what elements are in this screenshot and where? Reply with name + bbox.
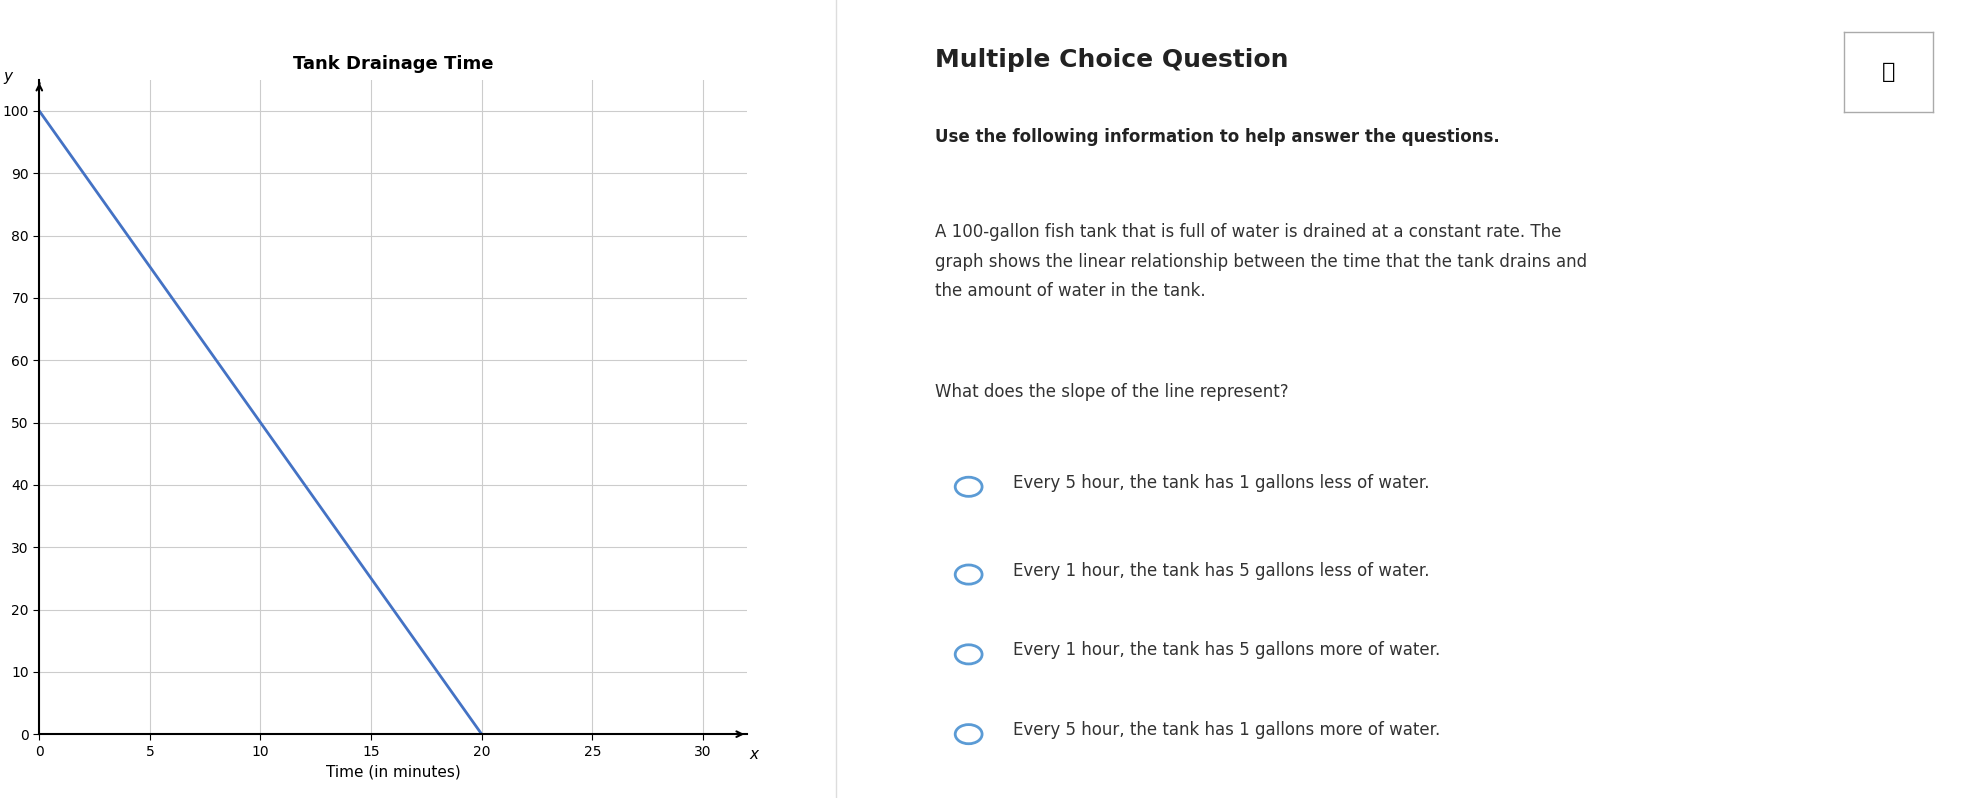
Title: Tank Drainage Time: Tank Drainage Time [293,55,493,73]
Text: 🔊: 🔊 [1881,61,1895,82]
X-axis label: Time (in minutes): Time (in minutes) [326,764,460,779]
Text: Use the following information to help answer the questions.: Use the following information to help an… [936,128,1500,146]
Text: Multiple Choice Question: Multiple Choice Question [936,48,1288,72]
Text: x: x [749,747,759,761]
Text: y: y [4,69,12,84]
Text: Every 5 hour, the tank has 1 gallons more of water.: Every 5 hour, the tank has 1 gallons mor… [1014,721,1441,739]
Text: Every 1 hour, the tank has 5 gallons more of water.: Every 1 hour, the tank has 5 gallons mor… [1014,642,1441,659]
Text: What does the slope of the line represent?: What does the slope of the line represen… [936,383,1288,401]
Text: A 100-gallon fish tank that is full of water is drained at a constant rate. The
: A 100-gallon fish tank that is full of w… [936,223,1587,300]
Text: Every 1 hour, the tank has 5 gallons less of water.: Every 1 hour, the tank has 5 gallons les… [1014,562,1429,579]
Text: Every 5 hour, the tank has 1 gallons less of water.: Every 5 hour, the tank has 1 gallons les… [1014,474,1429,492]
